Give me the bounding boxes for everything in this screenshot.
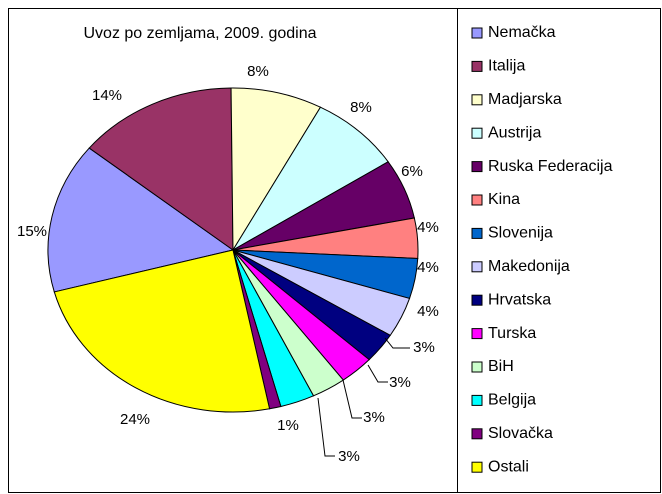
legend-swatch	[471, 294, 483, 306]
legend-swatch	[471, 328, 483, 340]
legend-swatch	[471, 428, 483, 440]
leader-line	[384, 337, 410, 349]
legend-swatch	[471, 361, 483, 373]
legend-label: Kina	[488, 191, 520, 208]
leader-line	[342, 379, 362, 419]
data-label: 15%	[17, 223, 47, 240]
legend-swatch	[471, 227, 483, 239]
pie-slice	[230, 87, 322, 252]
leader-line	[367, 364, 388, 383]
data-label: 8%	[247, 63, 269, 80]
legend-swatch	[471, 461, 483, 473]
legend-label: Ruska Federacija	[488, 158, 613, 175]
legend-swatch	[471, 161, 483, 173]
legend-label: Ostali	[488, 458, 529, 475]
data-label: 1%	[277, 417, 299, 434]
legend-label: Hrvatska	[488, 291, 551, 308]
legend-label: BiH	[488, 358, 514, 375]
legend-swatch	[471, 194, 483, 206]
legend-label: Madjarska	[488, 91, 562, 108]
data-label: 4%	[417, 259, 439, 276]
data-label: 24%	[120, 411, 150, 428]
data-label: 14%	[92, 87, 122, 104]
legend-label: Turska	[488, 325, 536, 342]
pie-slice	[53, 249, 271, 413]
pie-slice	[232, 106, 389, 251]
legend-swatch	[471, 60, 483, 72]
chart-title: Uvoz po zemljama, 2009. godina	[83, 25, 316, 42]
data-label: 8%	[350, 99, 372, 116]
legend-label: Austrija	[488, 124, 541, 141]
leader-line	[317, 397, 335, 457]
legend-label: Makedonija	[488, 258, 570, 275]
pie-slice	[47, 147, 235, 293]
data-label: 3%	[389, 374, 411, 391]
data-label: 4%	[417, 303, 439, 320]
legend-swatch	[471, 261, 483, 273]
legend-label: Slovenija	[488, 225, 553, 242]
legend-swatch	[471, 94, 483, 106]
legend-label: Slovačka	[488, 425, 553, 442]
legend-frame	[457, 8, 661, 493]
legend-swatch	[471, 394, 483, 406]
legend-swatch	[471, 27, 483, 39]
data-label: 4%	[417, 219, 439, 236]
data-label: 3%	[363, 409, 385, 426]
data-label: 6%	[401, 163, 423, 180]
data-label: 3%	[338, 448, 360, 465]
legend-label: Italija	[488, 58, 525, 75]
legend-label: Nemačka	[488, 24, 556, 41]
legend-label: Belgija	[488, 392, 536, 409]
data-label: 3%	[413, 339, 435, 356]
legend-swatch	[471, 127, 483, 139]
pie-slice	[88, 87, 234, 251]
